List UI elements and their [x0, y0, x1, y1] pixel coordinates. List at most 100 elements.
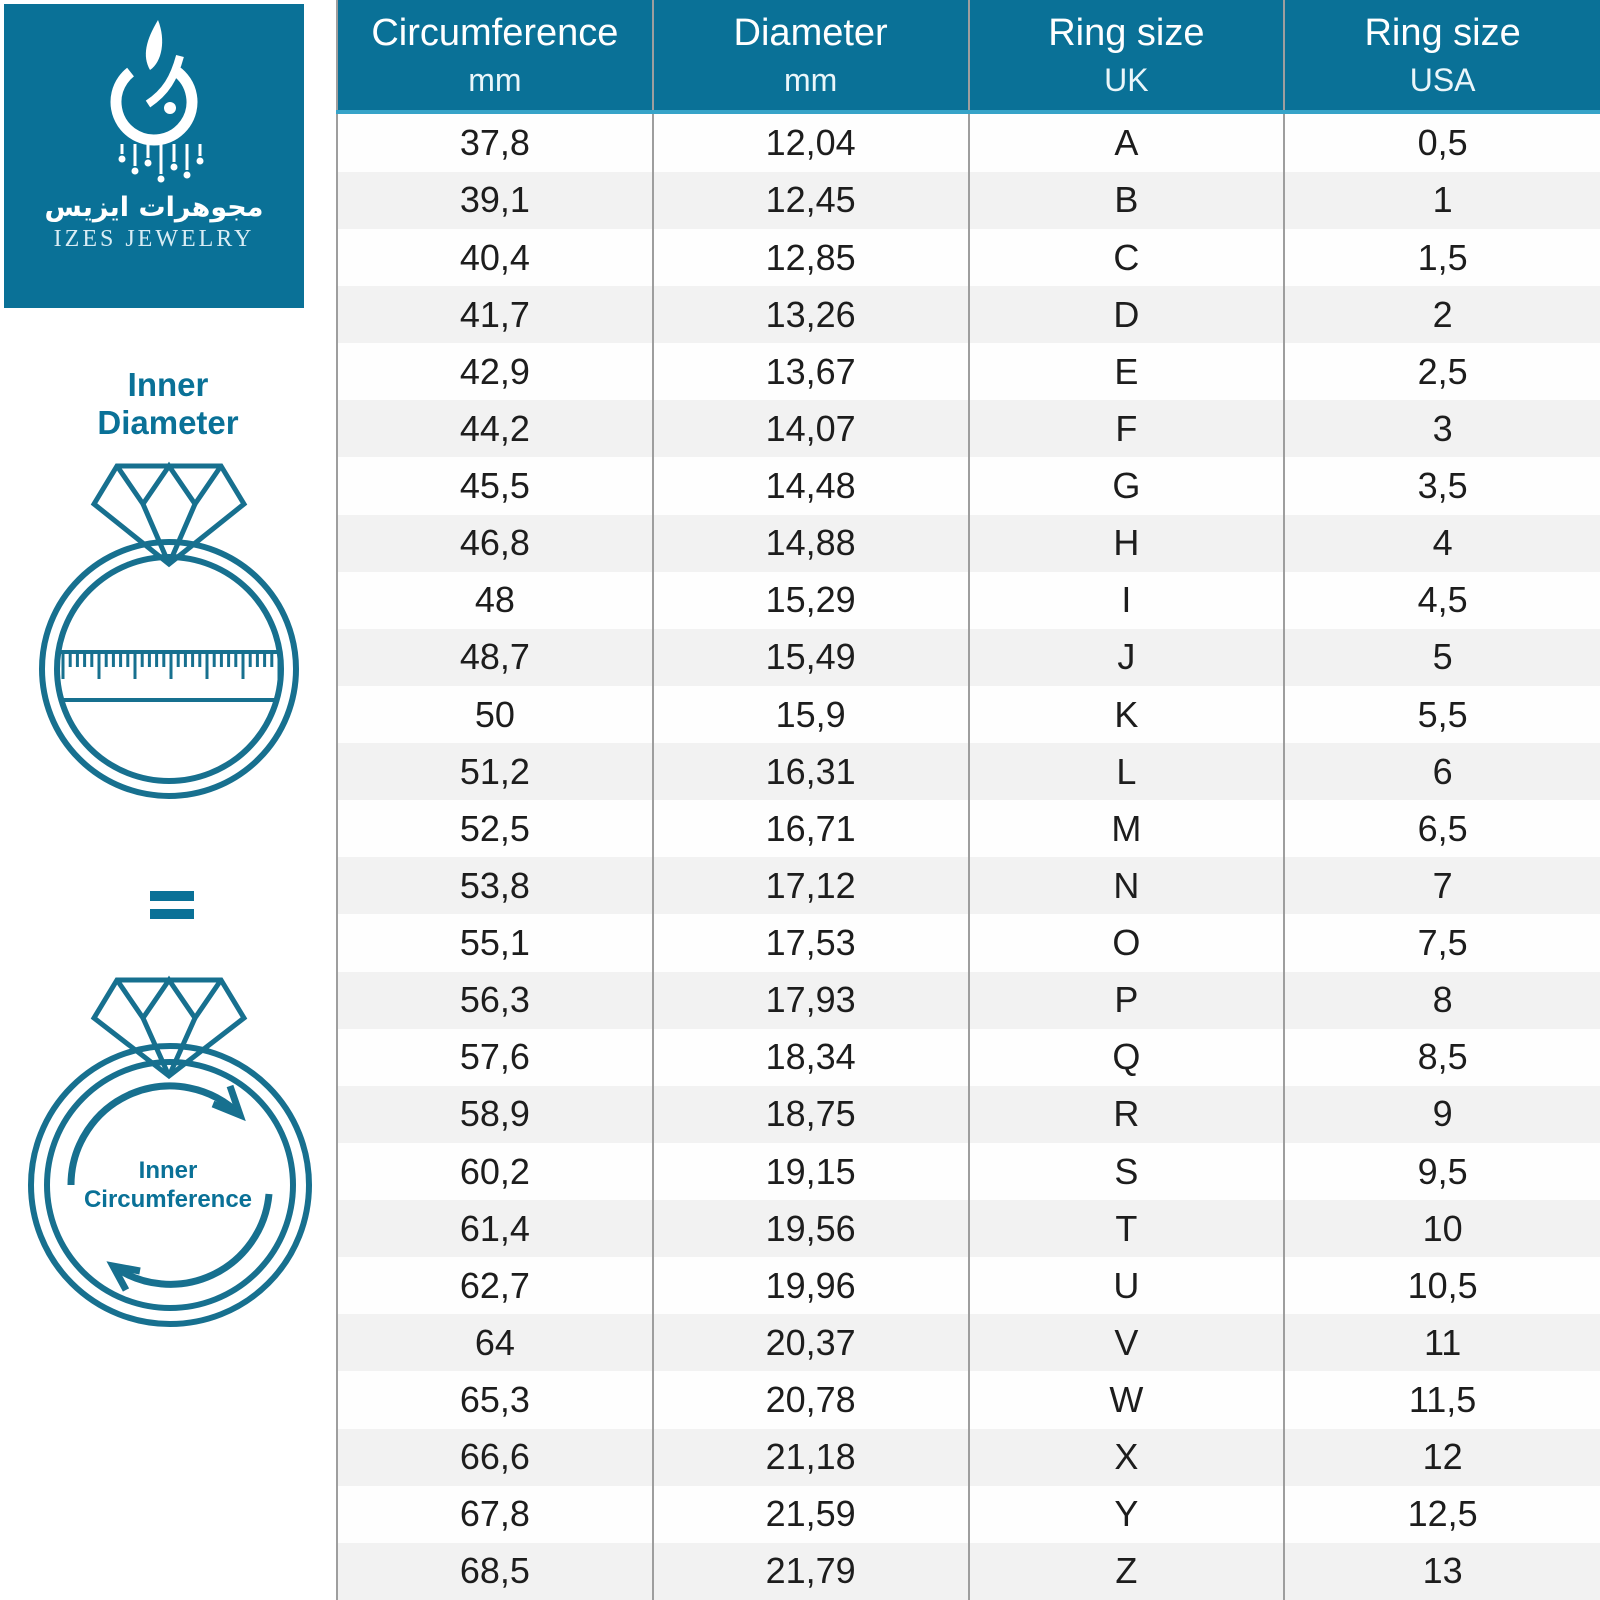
cell-ring-size-usa: 9 [1283, 1085, 1600, 1143]
cell-circumference: 48 [336, 571, 653, 629]
cell-diameter: 18,34 [651, 1028, 969, 1086]
table-row: 62,7 19,96 U 10,5 [336, 1257, 1600, 1315]
cell-diameter: 16,31 [651, 743, 969, 801]
table-row: 53,8 17,12 N 7 [336, 857, 1600, 915]
equals-bar-bottom [150, 909, 194, 919]
table-row: 46,8 14,88 H 4 [336, 514, 1600, 572]
cell-ring-size-uk: Y [967, 1485, 1285, 1543]
conversion-table-area: Circumference mm Diameter mm Ring size U… [336, 0, 1600, 1600]
cell-ring-size-uk: K [967, 685, 1285, 744]
sidebar: مجوهرات ايزيس IZES JEWELRY Inner Diamete… [0, 0, 336, 1600]
cell-ring-size-uk: J [967, 628, 1285, 686]
cell-circumference: 55,1 [336, 914, 653, 972]
equals-bar-top [150, 891, 194, 901]
cell-ring-size-uk: X [967, 1428, 1285, 1486]
cell-ring-size-usa: 2 [1283, 286, 1600, 344]
table-row: 48 15,29 I 4,5 [336, 571, 1600, 629]
cell-diameter: 21,59 [651, 1485, 969, 1543]
cell-circumference: 62,7 [336, 1257, 653, 1315]
cell-diameter: 18,75 [651, 1085, 969, 1143]
cell-diameter: 14,07 [651, 400, 969, 458]
table-row: 55,1 17,53 O 7,5 [336, 914, 1600, 972]
cell-ring-size-uk: W [967, 1371, 1285, 1429]
cell-ring-size-usa: 7 [1283, 857, 1600, 915]
logo-calligraphy-icon [110, 20, 204, 183]
table-row: 68,5 21,79 Z 13 [336, 1542, 1600, 1600]
cell-circumference: 58,9 [336, 1085, 653, 1143]
cell-circumference: 52,5 [336, 800, 653, 858]
cell-ring-size-usa: 3 [1283, 400, 1600, 458]
cell-ring-size-uk: F [967, 400, 1285, 458]
cell-diameter: 19,96 [651, 1257, 969, 1315]
col-header-unit: UK [1104, 61, 1149, 98]
col-header-unit: mm [783, 61, 838, 98]
cell-ring-size-usa: 8 [1283, 971, 1600, 1029]
cell-ring-size-usa: 12 [1283, 1428, 1600, 1486]
cell-ring-size-uk: B [967, 171, 1285, 229]
cell-diameter: 14,88 [651, 514, 969, 572]
cell-diameter: 16,71 [651, 800, 969, 858]
cell-circumference: 48,7 [336, 628, 653, 686]
cell-circumference: 45,5 [336, 457, 653, 515]
table-row: 51,2 16,31 L 6 [336, 743, 1600, 801]
cell-circumference: 44,2 [336, 400, 653, 458]
cell-ring-size-uk: A [967, 112, 1285, 172]
table-header: Circumference mm Diameter mm Ring size U… [336, 0, 1600, 114]
cell-ring-size-usa: 10,5 [1283, 1257, 1600, 1315]
ring-size-conversion-table: Circumference mm Diameter mm Ring size U… [336, 0, 1600, 1600]
cell-diameter: 15,9 [651, 685, 969, 744]
cell-circumference: 56,3 [336, 971, 653, 1029]
cell-ring-size-uk: T [967, 1200, 1285, 1258]
equals-icon [150, 891, 194, 919]
col-header-unit: USA [1409, 61, 1476, 98]
cell-ring-size-usa: 11,5 [1283, 1371, 1600, 1429]
cell-circumference: 40,4 [336, 228, 653, 287]
col-header-label: Ring size [1048, 12, 1205, 55]
cell-ring-size-usa: 11 [1283, 1314, 1600, 1372]
cell-circumference: 61,4 [336, 1200, 653, 1258]
cell-ring-size-uk: U [967, 1257, 1285, 1315]
cell-ring-size-usa: 7,5 [1283, 914, 1600, 972]
brand-logo-box: مجوهرات ايزيس IZES JEWELRY [4, 4, 304, 308]
cell-ring-size-uk: Z [967, 1542, 1285, 1600]
cell-diameter: 15,29 [651, 571, 969, 629]
cell-ring-size-uk: V [967, 1314, 1285, 1372]
cell-circumference: 66,6 [336, 1428, 653, 1486]
cell-ring-size-usa: 4 [1283, 514, 1600, 572]
table-row: 37,8 12,04 A 0,5 [336, 112, 1600, 172]
brand-arabic-name: مجوهرات ايزيس [44, 192, 264, 223]
table-row: 52,5 16,71 M 6,5 [336, 800, 1600, 858]
inner-diameter-line2: Diameter [97, 403, 239, 441]
cell-ring-size-usa: 5,5 [1283, 685, 1600, 744]
cell-ring-size-uk: R [967, 1085, 1285, 1143]
table-row: 40,4 12,85 C 1,5 [336, 228, 1600, 287]
col-header-diameter: Diameter mm [651, 0, 969, 114]
cell-diameter: 19,15 [651, 1142, 969, 1201]
brand-latin-name: IZES JEWELRY [53, 226, 255, 252]
table-header-row: Circumference mm Diameter mm Ring size U… [336, 0, 1600, 114]
col-header-label: Ring size [1364, 12, 1521, 55]
table-row: 42,9 13,67 E 2,5 [336, 343, 1600, 401]
cell-circumference: 68,5 [336, 1542, 653, 1600]
cell-ring-size-uk: Q [967, 1028, 1285, 1086]
col-header-circumference: Circumference mm [336, 0, 653, 114]
cell-ring-size-uk: P [967, 971, 1285, 1029]
cell-diameter: 14,48 [651, 457, 969, 515]
table-row: 41,7 13,26 D 2 [336, 286, 1600, 344]
table-body: 37,8 12,04 A 0,5 39,1 12,45 B 1 40,4 [336, 112, 1600, 1600]
ring-diameter-illustration-icon [39, 461, 299, 799]
table-row: 56,3 17,93 P 8 [336, 971, 1600, 1029]
cell-ring-size-usa: 1 [1283, 171, 1600, 229]
cell-diameter: 12,45 [651, 171, 969, 229]
cell-diameter: 12,04 [651, 112, 969, 172]
table-row: 57,6 18,34 Q 8,5 [336, 1028, 1600, 1086]
col-header-unit: mm [468, 61, 522, 98]
cell-ring-size-usa: 12,5 [1283, 1485, 1600, 1543]
cell-ring-size-usa: 9,5 [1283, 1142, 1600, 1201]
cell-diameter: 17,93 [651, 971, 969, 1029]
table-row: 64 20,37 V 11 [336, 1314, 1600, 1372]
cell-ring-size-usa: 10 [1283, 1200, 1600, 1258]
cell-ring-size-uk: C [967, 228, 1285, 287]
cell-ring-size-uk: D [967, 286, 1285, 344]
cell-circumference: 46,8 [336, 514, 653, 572]
